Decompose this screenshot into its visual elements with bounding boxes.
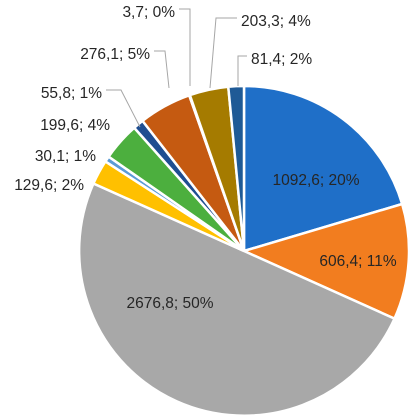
leader-line-10 [209,17,237,89]
data-label-11: 81,4; 2% [251,51,312,68]
leader-line-11 [237,55,247,86]
data-labels: 1092,6; 20% 606,4; 11% 2676,8; 50% 129,6; 2… [14,4,397,312]
leader-lines [106,8,247,128]
pie-slice-3 [77,181,397,417]
data-label-9: 3,7; 0% [122,4,175,21]
data-label-10: 203,3; 4% [241,13,311,30]
pie-slice-1 [242,84,404,253]
data-label-4: 129,6; 2% [14,177,84,194]
pie-slice-11 [226,84,246,252]
data-label-8: 276,1; 5% [80,46,150,63]
leader-line-7 [106,89,141,128]
data-label-3: 2676,8; 50% [126,295,213,312]
leader-line-8 [154,50,170,89]
data-label-1: 1092,6; 20% [272,172,359,189]
data-label-6: 199,6; 4% [40,117,110,134]
data-label-2: 606,4; 11% [319,253,396,270]
data-label-5: 30,1; 1% [35,148,96,165]
data-label-7: 55,8; 1% [41,85,102,102]
pie-slices [77,84,409,417]
leader-line-9 [179,8,191,86]
